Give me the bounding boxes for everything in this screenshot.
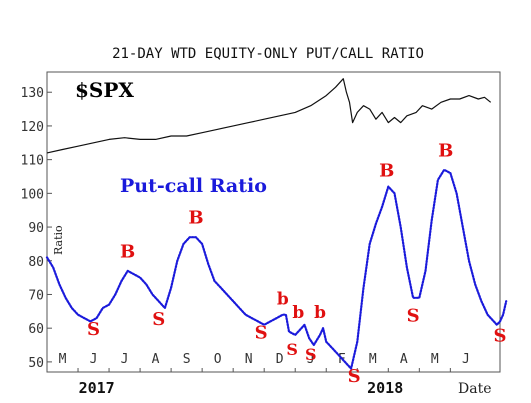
sell-signal: S <box>87 319 100 340</box>
y-tick-label: 120 <box>21 120 44 135</box>
buy-signal: B <box>188 208 203 229</box>
date-label: Date <box>458 381 491 397</box>
sell-signal: S <box>348 366 361 387</box>
y-axis: 50 60 70 80 90 100 110 120 130 <box>21 86 52 371</box>
buy-signal: B <box>120 241 135 262</box>
y-axis-label: Ratio <box>52 225 65 255</box>
sell-signal: S <box>255 322 268 343</box>
y-tick-label: 80 <box>28 255 44 270</box>
series-layer <box>45 78 508 370</box>
buy-signal: b <box>292 303 304 323</box>
series-label: Put-call Ratio <box>120 175 267 197</box>
sell-signal: S <box>407 305 420 326</box>
month-label: M <box>59 352 67 367</box>
plot-frame <box>46 71 501 373</box>
month-label: J <box>90 352 98 367</box>
y-tick-label: 100 <box>21 187 44 202</box>
month-label: M <box>431 352 439 367</box>
month-label: S <box>183 352 191 367</box>
y-tick-label: 110 <box>21 154 44 169</box>
month-label: J <box>307 352 315 367</box>
buy-signal: B <box>379 160 394 181</box>
sell-signal: S <box>152 309 165 330</box>
y-tick-label: 70 <box>28 288 44 303</box>
chart-title: 21-DAY WTD EQUITY-ONLY PUT/CALL RATIO <box>112 46 424 62</box>
sell-signal: S <box>494 326 507 347</box>
month-label: A <box>400 352 408 367</box>
buy-signal: b <box>277 290 289 310</box>
put-call-line <box>45 168 508 370</box>
y-tick-label: 90 <box>28 221 44 236</box>
buy-signal: b <box>314 303 326 323</box>
month-label: A <box>152 352 160 367</box>
month-label: M <box>369 352 377 367</box>
month-label: D <box>276 352 284 367</box>
year-label: 2018 <box>367 379 403 397</box>
month-label: O <box>214 352 222 367</box>
buy-signal: B <box>438 140 453 161</box>
y-tick-label: 50 <box>28 356 44 371</box>
month-label: J <box>462 352 470 367</box>
sell-signal: S <box>305 345 317 364</box>
spx-line <box>46 78 492 154</box>
month-label: J <box>121 352 129 367</box>
sell-signal: S <box>286 340 298 359</box>
y-tick-label: 130 <box>21 86 44 101</box>
spx-label: $SPX <box>75 78 134 102</box>
y-tick-label: 60 <box>28 322 44 337</box>
year-label: 2017 <box>79 379 115 397</box>
month-label: N <box>245 352 253 367</box>
